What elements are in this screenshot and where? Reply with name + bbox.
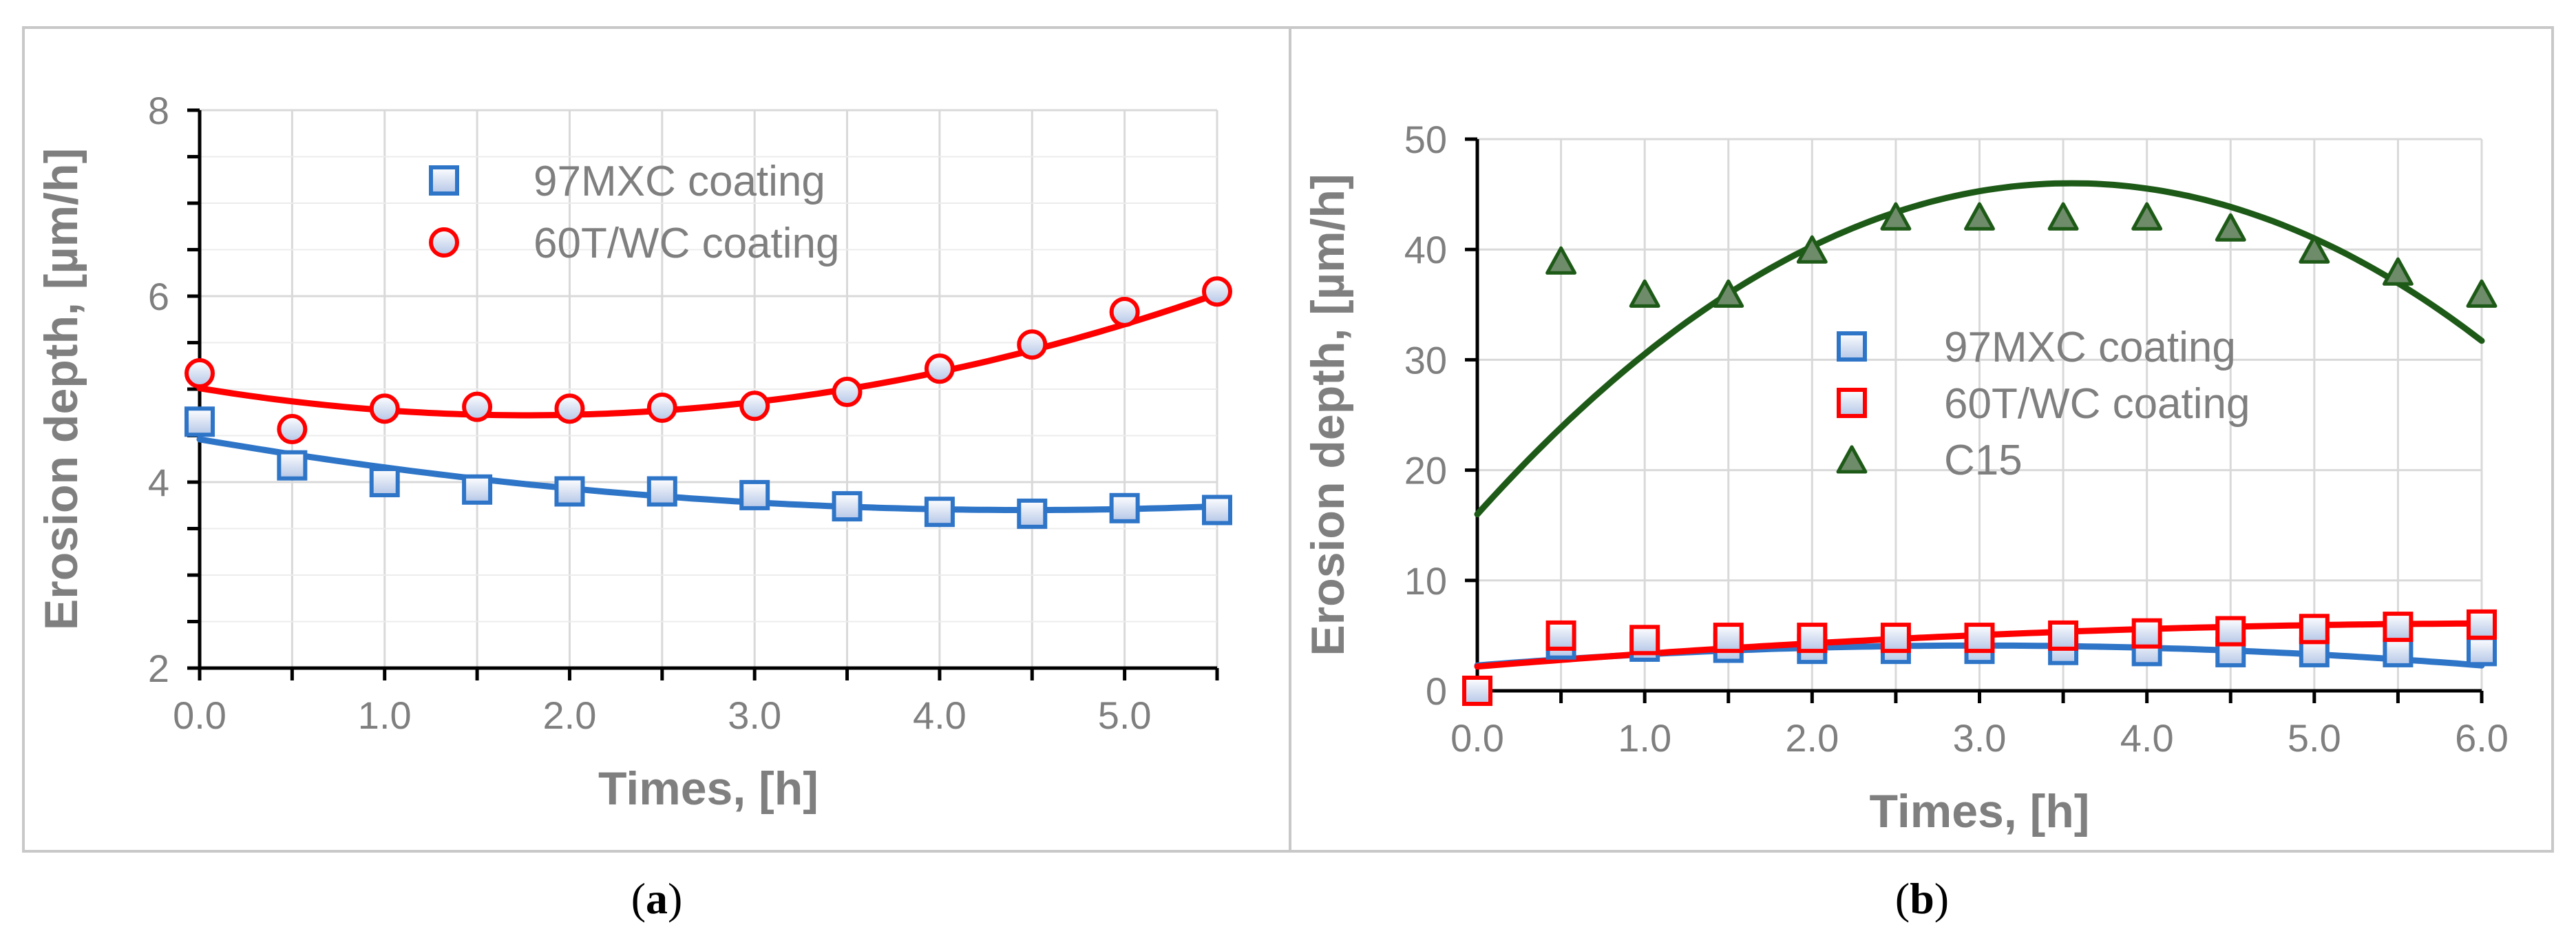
y-axis-title: Erosion depth, [µm/h] [35, 148, 87, 630]
data-point-series-2 [1797, 623, 1828, 654]
data-point-series-3 [2215, 213, 2246, 242]
data-point-series-1 [1202, 495, 1232, 525]
trendline-2 [196, 291, 1221, 419]
data-point-series-1 [554, 476, 585, 507]
legend-marker-3 [1836, 445, 1868, 474]
data-point-series-3 [1545, 246, 1577, 275]
data-point-series-1 [184, 406, 215, 437]
data-point-series-3 [1713, 279, 1744, 308]
data-point-series-1 [2467, 636, 2497, 667]
x-tick-label: 3.0 [728, 694, 781, 737]
data-point-series-2 [2048, 620, 2079, 651]
panel-label-b: (b) [1895, 874, 1949, 923]
legend-marker-2 [429, 227, 459, 258]
data-point-series-2 [1545, 620, 1576, 651]
x-tick-label: 2.0 [543, 694, 597, 737]
data-point-series-1 [1017, 498, 1048, 529]
data-point-series-1 [1109, 492, 1140, 523]
data-point-series-3 [1964, 202, 1995, 231]
data-point-series-1 [2383, 636, 2414, 667]
x-axis-title: Times, [h] [598, 762, 819, 815]
legend-marker-1 [429, 165, 459, 196]
data-point-series-2 [2383, 612, 2414, 643]
chart-panel-b: 0.0 1.0 2.0 3.0 4.0 5.0 6.0 0 10 20 30 40 50 Times, [… [1302, 118, 2509, 837]
chart-panel-a: 0.0 1.0 2.0 3.0 4.0 5.0 2 4 6 8 Times, [h] Erosion … [35, 89, 1232, 815]
data-point-series-2 [739, 391, 770, 422]
data-point-series-2 [2131, 618, 2162, 649]
y-tick-label: 4 [148, 461, 169, 504]
x-tick-label: 6.0 [2455, 716, 2509, 760]
data-point-series-2 [2299, 614, 2330, 645]
panel-label-a: (a) [631, 874, 683, 923]
y-tick-label: 6 [148, 275, 169, 318]
x-tick-label: 0.0 [1450, 716, 1504, 760]
data-point-series-3 [2466, 279, 2498, 308]
legend-marker-2 [1837, 388, 1867, 418]
y-tick-label: 50 [1404, 118, 1447, 161]
data-point-series-3 [1796, 235, 1828, 264]
x-tick-label: 5.0 [1098, 694, 1152, 737]
legend-label-2: 60T/WC coating [534, 220, 840, 267]
y-tick-label: 0 [1426, 669, 1447, 713]
x-axis-title: Times, [h] [1870, 785, 2090, 837]
data-point-series-2 [554, 393, 585, 424]
data-point-series-3 [2131, 202, 2163, 231]
legend-label-1: 97MXC coating [1944, 324, 2236, 371]
legend-label-3: C15 [1944, 437, 2023, 484]
data-point-series-2 [1017, 329, 1048, 360]
trendline-1 [196, 436, 1221, 514]
legend-label-1: 97MXC coating [534, 158, 825, 205]
data-point-series-2 [2467, 609, 2497, 640]
x-tick-label: 2.0 [1785, 716, 1839, 760]
panel-b-frame [1289, 26, 2554, 853]
data-point-series-2 [1880, 623, 1911, 654]
panel-a-frame [22, 26, 1291, 853]
y-tick-label: 2 [148, 647, 169, 690]
x-tick-label: 4.0 [2120, 716, 2174, 760]
data-point-series-3 [1629, 279, 1660, 308]
data-point-series-2 [184, 358, 215, 389]
legend-marker-1 [1837, 331, 1867, 362]
x-tick-label: 4.0 [913, 694, 967, 737]
data-point-series-2 [924, 353, 955, 384]
data-point-series-1 [277, 450, 308, 481]
data-point-series-2 [277, 414, 308, 445]
data-point-series-3 [2047, 202, 2079, 231]
data-point-series-3 [2299, 235, 2330, 264]
y-tick-label: 8 [148, 89, 169, 132]
data-point-series-1 [924, 497, 955, 528]
x-tick-label: 1.0 [358, 694, 412, 737]
data-point-series-2 [1713, 623, 1744, 654]
x-tick-label: 0.0 [173, 694, 226, 737]
data-point-series-1 [739, 479, 770, 510]
data-point-series-1 [369, 467, 400, 497]
data-point-series-2 [2215, 616, 2246, 647]
data-point-series-2 [369, 393, 400, 424]
legend-label-2: 60T/WC coating [1944, 380, 2250, 428]
data-point-series-2 [1629, 625, 1660, 656]
data-point-series-2 [462, 391, 493, 422]
y-tick-label: 30 [1404, 338, 1447, 382]
x-tick-label: 1.0 [1618, 716, 1671, 760]
data-point-series-3 [2382, 257, 2414, 286]
data-point-series-2 [646, 393, 677, 423]
data-point-series-3 [1880, 202, 1912, 231]
x-tick-label: 5.0 [2288, 716, 2341, 760]
data-point-series-1 [462, 474, 493, 505]
y-tick-label: 40 [1404, 228, 1447, 271]
x-tick-label: 3.0 [1953, 716, 2007, 760]
data-point-series-1 [832, 491, 863, 522]
y-tick-label: 10 [1404, 559, 1447, 603]
data-point-series-1 [646, 476, 677, 507]
data-point-series-2 [1964, 623, 1995, 654]
data-point-series-2 [832, 377, 863, 408]
data-point-series-2 [1462, 676, 1492, 706]
data-point-series-2 [1109, 296, 1140, 327]
y-tick-label: 20 [1404, 449, 1447, 492]
data-point-series-2 [1202, 276, 1232, 307]
y-axis-title: Erosion depth, [µm/h] [1302, 174, 1354, 656]
